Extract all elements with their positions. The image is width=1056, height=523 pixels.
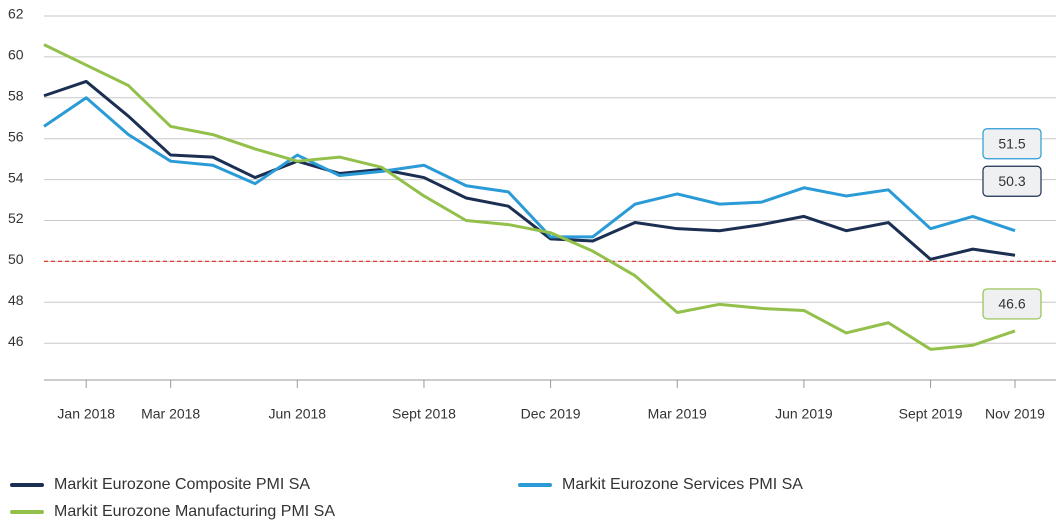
value-label-box <box>982 128 1042 160</box>
y-tick-label: 52 <box>8 210 24 226</box>
x-tick-label: Jun 2018 <box>268 406 326 422</box>
y-tick-label: 54 <box>8 169 24 185</box>
value-label: 51.5 <box>998 135 1025 151</box>
y-tick-label: 50 <box>8 251 24 267</box>
value-label-box <box>982 288 1042 320</box>
y-tick-label: 60 <box>8 47 24 63</box>
legend-label: Markit Eurozone Services PMI SA <box>562 476 803 493</box>
series-line <box>43 43 1016 351</box>
x-tick-label: Sept 2019 <box>899 406 963 422</box>
legend-label: Markit Eurozone Manufacturing PMI SA <box>54 503 335 520</box>
y-tick-label: 62 <box>8 6 24 22</box>
x-tick-label: Nov 2019 <box>985 406 1045 422</box>
x-tick-label: Dec 2019 <box>521 406 581 422</box>
value-label: 50.3 <box>998 173 1025 189</box>
series-line <box>43 96 1016 239</box>
value-label-box <box>982 165 1042 197</box>
x-tick-label: Mar 2019 <box>648 406 707 422</box>
y-tick-label: 56 <box>8 128 24 144</box>
legend-label: Markit Eurozone Composite PMI SA <box>54 476 310 493</box>
y-tick-label: 58 <box>8 88 24 104</box>
x-tick-label: Jun 2019 <box>775 406 833 422</box>
x-tick-label: Sept 2018 <box>392 406 456 422</box>
series-line <box>43 79 1016 261</box>
x-tick-label: Mar 2018 <box>141 406 200 422</box>
value-label: 46.6 <box>998 296 1025 312</box>
y-tick-label: 48 <box>8 292 24 308</box>
y-tick-label: 46 <box>8 333 24 349</box>
x-tick-label: Jan 2018 <box>57 406 115 422</box>
